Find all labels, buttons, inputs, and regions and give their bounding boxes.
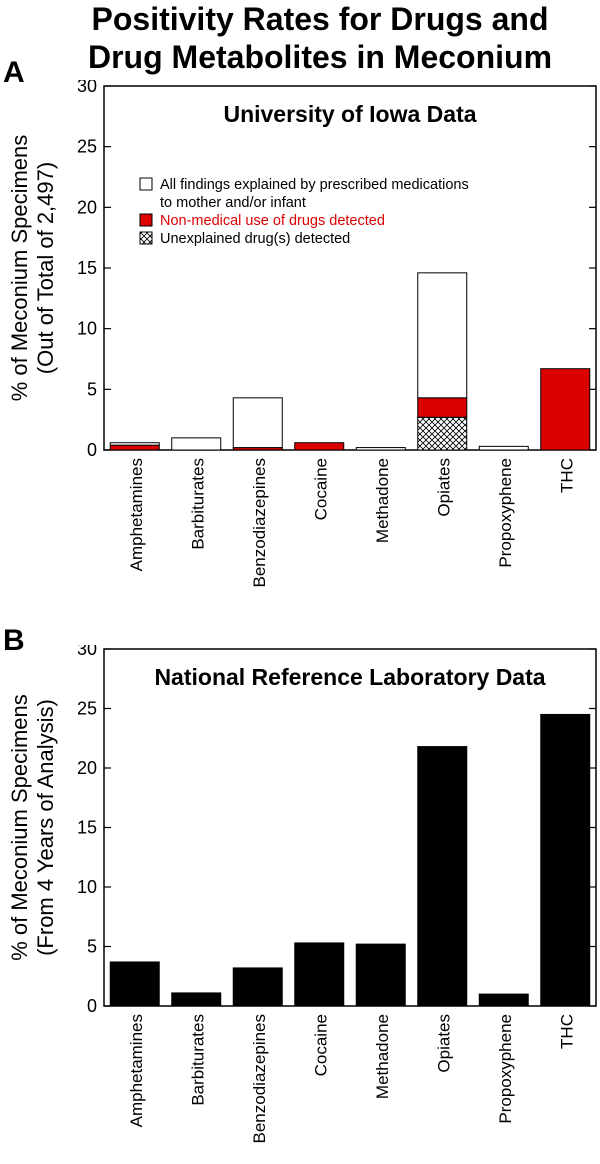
chart-a-xtick-label-benzodiazepines: Benzodiazepines [250,458,269,587]
chart-b-ytick-label-15: 15 [77,818,97,838]
chart-b-xtick-label-amphetamines: Amphetamines [127,1014,146,1127]
chart-b-xtick-label-propoxyphene: Propoxyphene [496,1014,515,1124]
chart-a-ytick-label-0: 0 [87,440,97,460]
chart-a: 0 5 10 15 20 25 30 % of Meconium Specimens (Out … [7,80,597,587]
chart-a-ylabel-line-1: % of Meconium Specimens [7,135,32,402]
main-title-line-1: Positivity Rates for Drugs and [91,1,549,37]
main-title-line-2: Drug Metabolites in Meconium [87,39,553,75]
legend-label-white-cont: to mother and/or infant [160,195,306,211]
chart-a-xtick-label-thc: THC [557,458,576,493]
panel-b-label: B [3,624,25,657]
chart-b-xtick-label-benzodiazepines: Benzodiazepines [250,1014,269,1143]
chart-b-xtick-label-methadone: Methadone [373,1014,392,1099]
chart-a-bar-amphetamines-s1 [109,444,160,451]
chart-a-xtick-label-cocaine: Cocaine [311,458,330,520]
chart-b-ytick-label-25: 25 [77,699,97,719]
chart-a-xtick-label-amphetamines: Amphetamines [127,458,146,571]
chart-b-ylabel-line-2: (From 4 Years of Analysis) [33,699,58,956]
legend-label-red: Non-medical use of drugs detected [160,213,385,229]
chart-b-xtick-label-opiates: Opiates [434,1014,453,1073]
chart-a-chart-title: University of Iowa Data [223,101,476,127]
chart-b-bar-methadone [355,943,406,1007]
panel-a-label: A [3,56,25,89]
chart-a-ylabel-line-2: (Out of Total of 2,497) [33,162,58,374]
chart-b-ytick-label-10: 10 [77,877,97,897]
chart-b-ytick-label-0: 0 [87,996,97,1016]
chart-a-bar-propoxyphene-s2 [478,445,529,451]
chart-a-xtick-label-methadone: Methadone [373,458,392,543]
chart-b-xtick-label-barbiturates: Barbiturates [188,1014,207,1106]
chart-b-ytick-label-30: 30 [77,645,97,659]
chart-a-ytick-label-15: 15 [77,258,97,278]
chart-b-plot-frame [103,648,597,1007]
chart-a-bar-cocaine-s1 [294,442,345,451]
chart-a-bar-methadone-s2 [355,447,406,451]
chart-a-ytick-label-5: 5 [87,379,97,399]
chart-a-plot-frame [103,85,597,451]
chart-a-bar-thc-s1 [540,368,591,451]
chart-a-bar-opiates-s2 [417,272,468,399]
chart-a-ytick-label-25: 25 [77,137,97,157]
legend-swatch-red [139,213,153,227]
chart-a-bar-opiates-s0 [417,416,468,451]
chart-b-bar-cocaine [294,942,345,1007]
legend-swatch-white [139,177,153,191]
chart-a-ytick-label-20: 20 [77,197,97,217]
chart-b-bar-barbiturates [171,992,222,1007]
chart-a-bar-benzodiazepines-s2 [232,397,283,449]
chart-b-bar-propoxyphene [478,993,529,1007]
chart-b-ytick-label-20: 20 [77,758,97,778]
main-title: Positivity Rates for Drugs and Drug Meta… [40,0,600,76]
chart-a-bar-amphetamines-s2 [109,442,160,446]
chart-b-bar-opiates [417,746,468,1007]
chart-a-xtick-label-barbiturates: Barbiturates [188,458,207,550]
chart-a-ytick-label-10: 10 [77,319,97,339]
legend-swatch-hatch [139,231,153,245]
chart-a-bar-barbiturates-s2 [171,437,222,451]
legend-label-white: All findings explained by prescribed med… [160,177,469,193]
chart-b-ytick-label-5: 5 [87,937,97,957]
chart-b-bar-benzodiazepines [232,967,283,1007]
chart-b-bar-thc [540,713,591,1007]
chart-b-bar-amphetamines [109,961,160,1007]
chart-a-ytick-label-30: 30 [77,80,97,96]
chart-b-chart-title: National Reference Laboratory Data [154,664,545,690]
chart-a-xtick-label-opiates: Opiates [434,458,453,517]
chart-b-xtick-label-thc: THC [557,1014,576,1049]
chart-a-xtick-label-propoxyphene: Propoxyphene [496,458,515,568]
legend-label-hatch: Unexplained drug(s) detected [160,231,350,247]
chart-b: 0 5 10 15 20 25 30 % of Meconium Specimens (From… [7,645,597,1143]
chart-a-bar-opiates-s1 [417,397,468,418]
chart-b-ylabel-line-1: % of Meconium Specimens [7,694,32,961]
chart-b-xtick-label-cocaine: Cocaine [311,1014,330,1076]
